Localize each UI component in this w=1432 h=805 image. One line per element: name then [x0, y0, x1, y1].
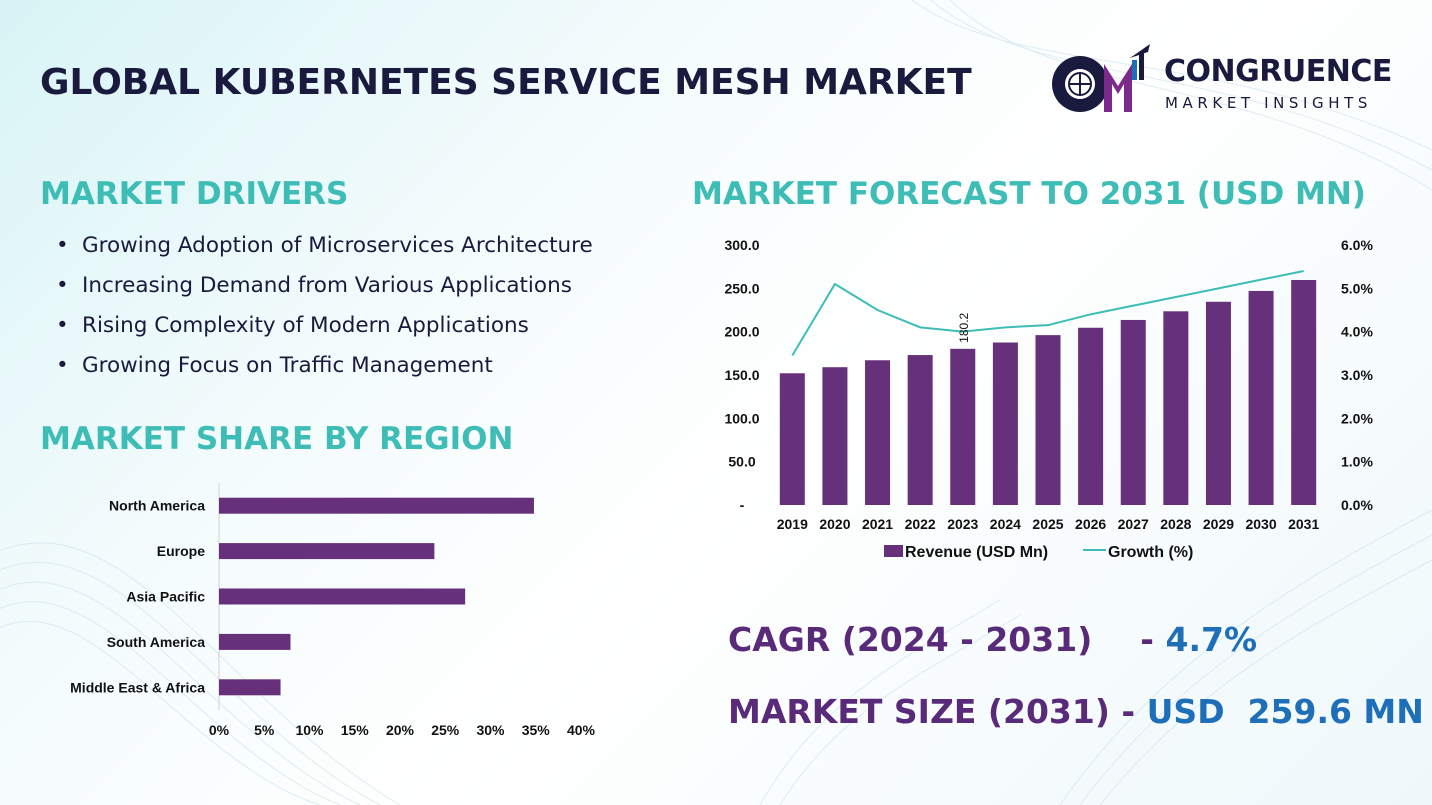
market-size-value: USD 259.6 MN	[1146, 692, 1424, 731]
region-bar	[219, 543, 435, 560]
logo-mark-icon	[1052, 44, 1150, 112]
region-bar	[219, 633, 291, 650]
driver-text: Rising Complexity of Modern Applications	[82, 313, 529, 338]
market-share-heading: MARKET SHARE BY REGION	[40, 421, 514, 457]
region-bar	[219, 588, 466, 605]
forecast-left-tick-label: 50.0	[728, 454, 755, 470]
region-category-label: South America	[107, 634, 205, 650]
forecast-x-tick-label: 2019	[777, 516, 808, 532]
revenue-bar	[907, 355, 933, 505]
bullet-icon: •	[56, 273, 69, 298]
forecast-x-tick-label: 2024	[990, 516, 1021, 532]
region-x-tick-label: 10%	[295, 722, 324, 738]
region-category-label: Europe	[157, 543, 205, 559]
revenue-bar	[1248, 290, 1274, 505]
revenue-bar	[1205, 301, 1231, 505]
region-x-tick-label: 5%	[254, 722, 275, 738]
forecast-x-tick-label: 2021	[862, 516, 893, 532]
driver-item: • Rising Complexity of Modern Application…	[56, 308, 593, 348]
market-forecast-heading: MARKET FORECAST TO 2031 (USD MN)	[692, 176, 1366, 212]
forecast-left-tick-label: 150.0	[724, 367, 759, 383]
forecast-x-tick-label: 2026	[1075, 516, 1106, 532]
forecast-right-tick-label: 2.0%	[1341, 410, 1373, 426]
bullet-icon: •	[56, 353, 69, 378]
region-category-label: Asia Pacific	[126, 589, 205, 605]
region-x-tick-label: 20%	[386, 722, 415, 738]
region-bar	[219, 497, 534, 514]
revenue-bar	[1078, 327, 1104, 505]
revenue-bar	[865, 360, 891, 505]
driver-item: • Growing Adoption of Microservices Archi…	[56, 228, 593, 268]
driver-item: • Growing Focus on Traffic Management	[56, 348, 593, 388]
market-size-stat: MARKET SIZE (2031) - USD 259.6 MN	[728, 692, 1424, 731]
forecast-left-tick-label: 200.0	[724, 324, 759, 340]
forecast-left-tick-label: -	[740, 497, 745, 513]
growth-line	[791, 270, 1304, 357]
legend-revenue-swatch	[884, 545, 903, 557]
forecast-right-tick-label: 1.0%	[1341, 454, 1373, 470]
forecast-x-tick-label: 2020	[819, 516, 850, 532]
logo-tagline: MARKET INSIGHTS	[1165, 94, 1373, 112]
forecast-x-tick-label: 2028	[1160, 516, 1191, 532]
forecast-left-tick-label: 100.0	[724, 410, 759, 426]
bullet-icon: •	[56, 233, 69, 258]
legend-growth-label: Growth (%)	[1108, 544, 1193, 561]
forecast-x-tick-label: 2022	[905, 516, 936, 532]
forecast-x-tick-label: 2031	[1288, 516, 1319, 532]
region-category-label: Middle East & Africa	[70, 679, 205, 695]
region-x-tick-label: 15%	[341, 722, 370, 738]
market-size-label: MARKET SIZE (2031)	[728, 692, 1110, 731]
logo-name: CONGRUENCE	[1164, 54, 1392, 89]
cagr-separator: -	[1140, 620, 1154, 659]
company-logo: CONGRUENCE MARKET INSIGHTS	[1040, 40, 1400, 120]
region-x-tick-label: 40%	[567, 722, 596, 738]
revenue-bar	[1291, 280, 1317, 505]
page-title: GLOBAL KUBERNETES SERVICE MESH MARKET	[40, 62, 972, 103]
driver-text: Growing Adoption of Microservices Archit…	[82, 233, 593, 258]
region-x-tick-label: 35%	[522, 722, 551, 738]
forecast-right-tick-label: 3.0%	[1341, 367, 1373, 383]
forecast-right-tick-label: 5.0%	[1341, 280, 1373, 296]
revenue-bar	[1035, 335, 1061, 505]
market-size-separator: -	[1121, 692, 1136, 731]
forecast-x-tick-label: 2023	[947, 516, 978, 532]
forecast-x-tick-label: 2030	[1245, 516, 1276, 532]
forecast-right-tick-label: 0.0%	[1341, 497, 1373, 513]
region-x-tick-label: 25%	[431, 722, 460, 738]
forecast-right-tick-label: 4.0%	[1341, 324, 1373, 340]
revenue-bar	[779, 373, 805, 505]
revenue-bar	[822, 367, 848, 505]
driver-text: Growing Focus on Traffic Management	[82, 353, 493, 378]
market-drivers-heading: MARKET DRIVERS	[40, 176, 349, 212]
driver-item: • Increasing Demand from Various Applicat…	[56, 268, 593, 308]
cagr-label: CAGR (2024 - 2031)	[728, 620, 1093, 659]
region-x-tick-label: 0%	[209, 722, 230, 738]
cagr-stat: CAGR (2024 - 2031) - 4.7%	[728, 620, 1257, 659]
region-bar	[219, 679, 281, 696]
cagr-value: 4.7%	[1165, 620, 1258, 659]
revenue-bar	[1120, 319, 1146, 505]
region-category-label: North America	[109, 498, 205, 514]
forecast-left-tick-label: 250.0	[724, 280, 759, 296]
forecast-x-tick-label: 2025	[1032, 516, 1063, 532]
region-x-tick-label: 30%	[476, 722, 505, 738]
market-drivers-list: • Growing Adoption of Microservices Archi…	[56, 228, 593, 388]
revenue-bar	[1163, 311, 1189, 505]
driver-text: Increasing Demand from Various Applicati…	[82, 273, 572, 298]
bullet-icon: •	[56, 313, 69, 338]
forecast-x-tick-label: 2029	[1203, 516, 1234, 532]
forecast-x-tick-label: 2027	[1118, 516, 1149, 532]
forecast-left-tick-label: 300.0	[724, 237, 759, 253]
legend-revenue-label: Revenue (USD Mn)	[905, 544, 1048, 561]
revenue-bar	[950, 348, 976, 505]
revenue-data-label: 180.2	[957, 312, 971, 342]
revenue-bar	[992, 342, 1018, 505]
forecast-right-tick-label: 6.0%	[1341, 237, 1373, 253]
